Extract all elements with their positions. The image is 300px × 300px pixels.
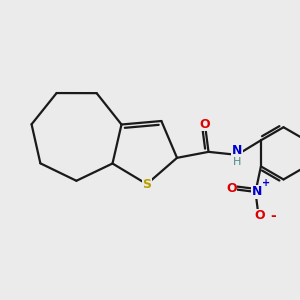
Text: N: N — [252, 185, 262, 198]
Text: N: N — [232, 144, 242, 157]
Text: O: O — [255, 209, 265, 222]
Text: -: - — [270, 209, 276, 223]
Text: H: H — [233, 157, 241, 167]
Text: O: O — [226, 182, 237, 195]
Text: +: + — [262, 178, 270, 188]
Text: S: S — [142, 178, 151, 190]
Text: O: O — [200, 118, 210, 131]
